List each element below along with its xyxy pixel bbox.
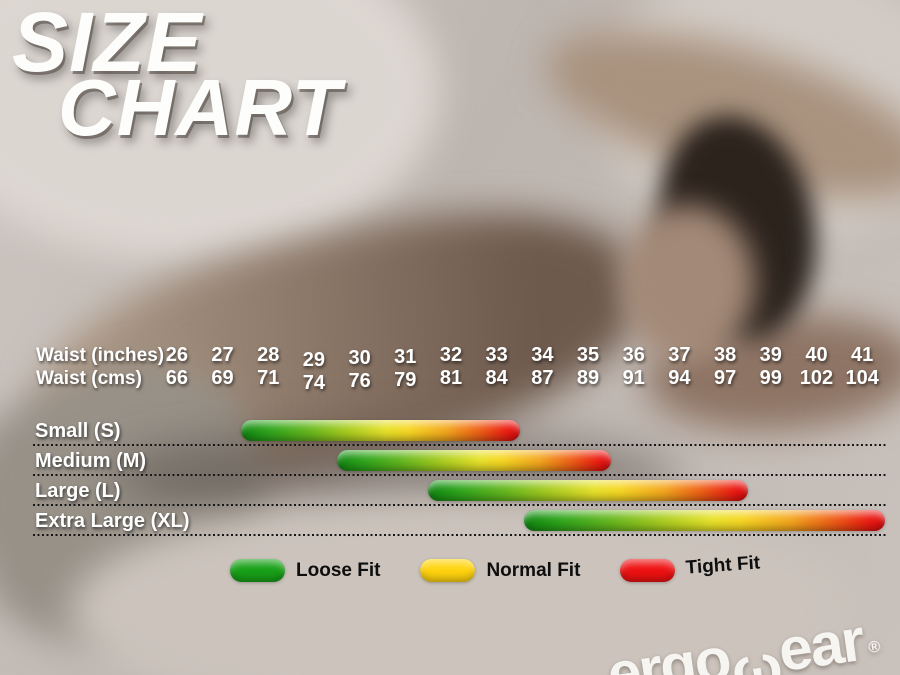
size-row-large: Large (L): [33, 476, 886, 506]
waist-cms-values: 66 69 71 74 76 79 81 84 87 89 91 94 97 99 102 104: [154, 367, 885, 394]
waist-cms-row: Waist (cms) 66 69 71 74 76 79 81 84 87 89 91 94 97 99…: [0, 367, 900, 394]
registered-trademark-icon: ®: [867, 638, 882, 657]
legend-item-loose: Loose Fit: [230, 559, 380, 582]
waist-inches-label: Waist (inches): [36, 345, 165, 366]
waist-inches-value: 30: [348, 347, 371, 369]
title-line-1: SIZE: [12, 0, 203, 89]
legend-item-normal: Normal Fit: [420, 559, 580, 582]
title-line-2: CHART: [58, 63, 342, 153]
waist-cms-value: 84: [485, 367, 508, 389]
size-label-xl: Extra Large (XL): [35, 510, 190, 532]
waist-inches-value: 35: [576, 344, 600, 366]
waist-cms-value: 102: [799, 367, 834, 389]
waist-cms-label: Waist (cms): [36, 368, 142, 389]
page-title: SIZE CHART: [12, 0, 342, 153]
waist-inches-value: 26: [165, 344, 188, 366]
waist-inches-row: Waist (inches) 26 27 28 29 30 31 32 33 34 35 36 37 3…: [0, 344, 900, 371]
waist-cms-value: 97: [713, 367, 737, 389]
legend-swatch-tight: [620, 559, 676, 582]
fit-range-bar-small: [240, 420, 520, 441]
fit-range-bar-medium: [336, 450, 611, 471]
waist-inches-value: 39: [759, 344, 782, 366]
waist-inches-value: 36: [622, 344, 645, 366]
waist-cms-value: 74: [302, 372, 326, 394]
legend-item-tight: Tight Fit: [620, 552, 761, 582]
waist-inches-value: 32: [439, 344, 463, 366]
brand-logo-post: ear: [774, 605, 868, 675]
legend-label-tight: Tight Fit: [685, 551, 762, 579]
fit-legend: Loose Fit Normal Fit Tight Fit: [230, 552, 801, 582]
fit-range-bar-large: [428, 480, 749, 501]
fit-range-bar-xl: [524, 510, 886, 531]
waist-cms-value: 104: [845, 367, 879, 389]
legend-swatch-loose: [230, 559, 285, 582]
size-label-medium: Medium (M): [35, 450, 147, 472]
waist-inches-value: 31: [394, 346, 417, 368]
size-row-small: Small (S): [33, 416, 886, 446]
waist-cms-value: 71: [257, 367, 280, 389]
legend-swatch-normal: [420, 559, 476, 582]
waist-cms-value: 94: [668, 367, 691, 389]
waist-inches-value: 28: [257, 344, 280, 366]
brand-logo-omega: ω: [727, 630, 785, 675]
waist-inches-value: 33: [485, 344, 508, 366]
waist-cms-value: 81: [439, 367, 463, 389]
waist-inches-value: 27: [211, 344, 234, 366]
size-row-medium: Medium (M): [33, 446, 886, 476]
waist-cms-value: 79: [394, 369, 417, 391]
size-row-xl: Extra Large (XL): [33, 506, 886, 536]
waist-inches-value: 34: [531, 344, 554, 366]
legend-label-loose: Loose Fit: [296, 559, 381, 581]
waist-inches-value: 38: [713, 344, 737, 366]
waist-inches-value: 29: [302, 349, 326, 371]
size-label-large: Large (L): [35, 480, 121, 502]
waist-cms-value: 89: [576, 367, 600, 389]
size-rows: Small (S) Medium (M) Large (L) Extra Lar…: [33, 416, 886, 536]
waist-cms-value: 99: [759, 367, 782, 389]
waist-cms-value: 76: [348, 370, 371, 392]
waist-inches-value: 41: [851, 344, 874, 366]
dotted-divider: [33, 444, 886, 446]
waist-inches-value: 40: [805, 344, 828, 366]
dotted-divider: [33, 474, 886, 476]
legend-label-normal: Normal Fit: [486, 559, 581, 581]
dotted-divider: [33, 504, 886, 506]
size-label-small: Small (S): [35, 420, 121, 442]
waist-inches-values: 26 27 28 29 30 31 32 33 34 35 36 37 38 39 40 41: [154, 344, 885, 371]
waist-cms-value: 91: [622, 367, 645, 389]
dotted-divider: [33, 534, 886, 536]
waist-inches-value: 37: [668, 344, 691, 366]
waist-cms-value: 87: [531, 367, 554, 389]
waist-cms-value: 69: [211, 367, 234, 389]
photo-blob: [620, 205, 755, 360]
waist-cms-value: 66: [165, 367, 188, 389]
